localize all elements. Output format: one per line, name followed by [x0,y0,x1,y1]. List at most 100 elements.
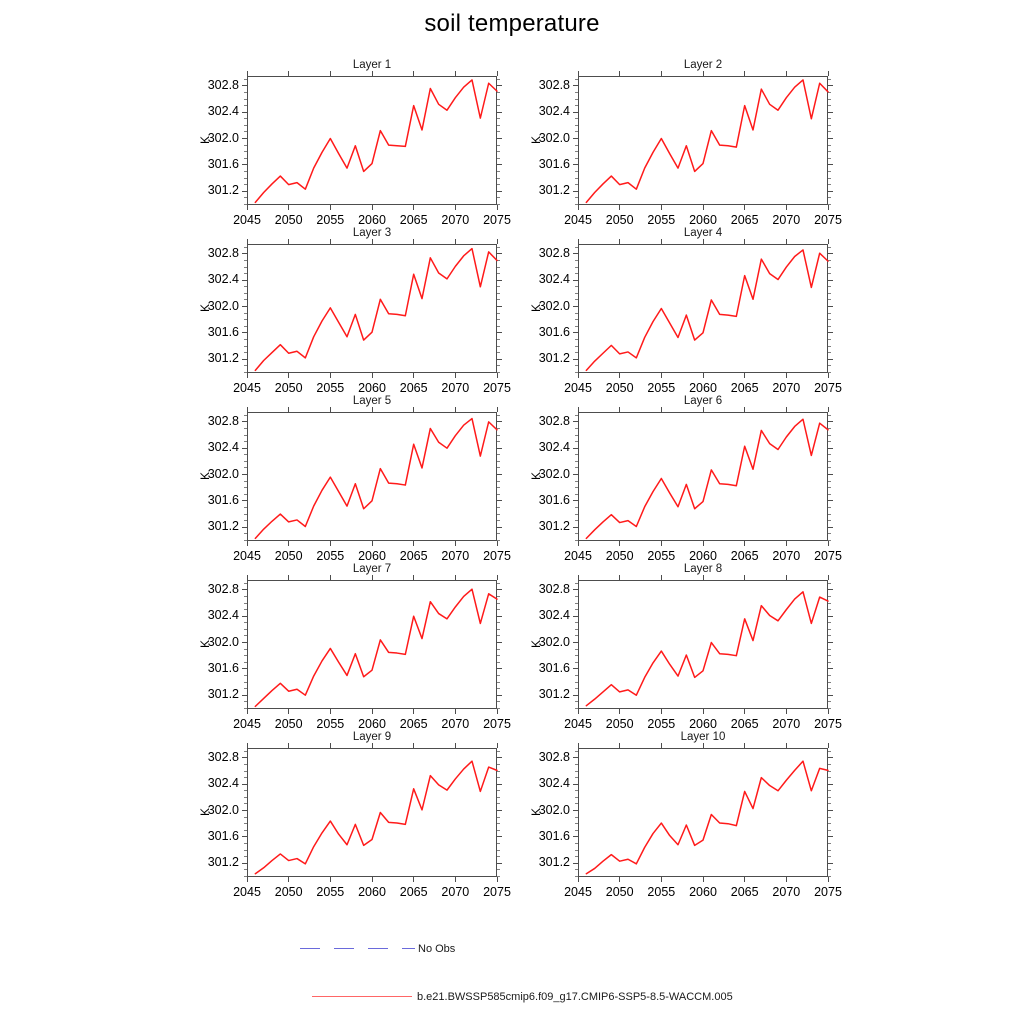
panel-layer-7: Layer 7 K 301.2 301.6 302.0 302.4 302.8 2045 205… [198,563,511,731]
x-tick-top [454,743,456,748]
x-tick [577,373,579,378]
x-tick-top [413,575,415,580]
panel-title: Layer 1 [352,59,392,71]
x-tick [288,205,290,210]
x-tick [413,709,415,714]
y-tick [573,836,578,838]
x-tick-label: 2055 [316,381,345,395]
y-tick [573,332,578,334]
y-minor-tick [575,777,578,779]
x-tick [329,877,331,882]
y-tick-right [828,279,833,281]
x-tick-label: 2050 [274,717,303,731]
y-minor-tick-right [497,635,500,637]
x-tick-label: 2055 [316,549,345,563]
x-tick-label: 2055 [647,381,676,395]
x-tick-top [702,575,704,580]
y-minor-tick [244,144,247,146]
y-tick [573,474,578,476]
panel-title: Layer 5 [352,395,392,407]
y-minor-tick [575,118,578,120]
y-tick [573,358,578,360]
x-tick-label: 2060 [689,885,717,899]
y-tick [573,589,578,591]
x-tick-top [329,239,331,244]
y-tick-label: 301.2 [538,183,570,198]
y-tick-right [497,500,502,502]
y-minor-tick-right [828,414,831,416]
y-tick-label: 301.2 [207,351,239,366]
y-minor-tick-right [828,763,831,765]
x-tick [702,541,704,546]
y-minor-tick [244,875,247,877]
x-tick-top [660,71,662,76]
y-minor-tick [244,338,247,340]
x-tick [454,877,456,882]
y-tick-label: 302.8 [207,581,239,596]
y-minor-tick-right [828,648,831,650]
y-tick-label: 302.4 [538,272,570,287]
y-tick [242,615,247,617]
x-tick-top [246,407,248,412]
y-tick-label: 302.0 [538,130,570,145]
y-minor-tick [244,273,247,275]
y-tick [573,253,578,255]
series-canvas [585,79,829,204]
y-tick-label: 301.2 [207,687,239,702]
y-minor-tick [575,790,578,792]
x-tick [702,709,704,714]
y-tick [573,642,578,644]
x-tick-label: 2065 [399,381,428,395]
y-minor-tick [244,803,247,805]
x-tick-top [827,575,829,580]
y-minor-tick-right [497,286,500,288]
y-minor-tick-right [497,91,500,93]
x-tick [246,709,248,714]
y-minor-tick [244,170,247,172]
y-minor-tick [575,770,578,772]
y-minor-tick [244,539,247,541]
y-minor-tick [575,467,578,469]
y-minor-tick-right [497,352,500,354]
y-minor-tick [575,352,578,354]
y-minor-tick-right [497,602,500,604]
series-canvas [585,591,829,707]
y-minor-tick [244,197,247,199]
x-tick-top [619,71,621,76]
x-tick-top [577,575,579,580]
x-tick-top [288,239,290,244]
y-minor-tick [575,869,578,871]
y-minor-tick [575,849,578,851]
y-tick-label: 302.4 [538,608,570,623]
x-tick [577,205,579,210]
y-tick-label: 302.4 [538,104,570,119]
panel-layer-10: Layer 10 K 301.2 301.6 302.0 302.4 302.8 2045 20… [529,731,842,899]
y-tick-right [828,810,833,812]
y-tick [573,526,578,528]
y-tick-right [497,279,502,281]
y-tick-label: 302.8 [207,749,239,764]
x-tick [246,373,248,378]
x-tick-label: 2065 [730,885,759,899]
y-minor-tick [575,414,578,416]
y-tick-right [828,500,833,502]
y-minor-tick-right [828,266,831,268]
y-minor-tick-right [497,460,500,462]
series-canvas [585,760,829,875]
y-minor-tick-right [497,98,500,100]
y-minor-tick [575,170,578,172]
x-tick [619,373,621,378]
x-tick-top [496,239,498,244]
y-tick [242,589,247,591]
x-tick-top [329,71,331,76]
y-minor-tick [244,365,247,367]
y-minor-tick-right [497,427,500,429]
y-minor-tick [575,365,578,367]
x-tick [660,877,662,882]
y-tick-label: 301.2 [207,855,239,870]
x-tick [413,877,415,882]
y-minor-tick-right [828,319,831,321]
x-tick-label: 2070 [441,213,470,227]
y-minor-tick-right [497,823,500,825]
y-tick [242,190,247,192]
